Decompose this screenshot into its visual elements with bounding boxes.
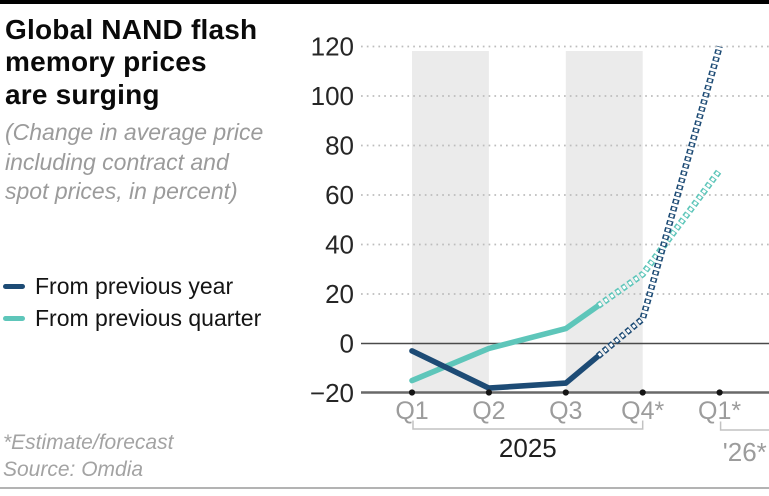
series-line-forecast-core	[597, 169, 721, 308]
shaded-band	[412, 51, 489, 393]
legend-swatch-previous-quarter	[3, 315, 25, 321]
legend-item-previous-quarter: From previous quarter	[3, 302, 261, 334]
chart-subtitle: (Change in average price including contr…	[5, 118, 315, 206]
x-tick-label: Q4*	[621, 397, 664, 425]
legend-swatch-previous-year	[3, 283, 25, 289]
top-rule	[0, 0, 769, 4]
subtitle-line: spot prices, in percent)	[5, 177, 238, 204]
footnote-source: Source: Omdia	[3, 457, 144, 481]
series-line-forecast-core	[597, 46, 722, 358]
x-group-bracket	[719, 421, 769, 431]
header-block: Global NAND flash memory prices are surg…	[5, 14, 315, 206]
page-title-line: Global NAND flash	[5, 14, 258, 45]
x-tick-label: Q1	[395, 397, 428, 425]
subtitle-line: including contract and	[5, 148, 229, 175]
page-title: Global NAND flash memory prices are surg…	[5, 14, 315, 111]
series-line-solid	[409, 303, 601, 384]
x-group-bracket	[412, 420, 644, 430]
page-title-line: are surging	[5, 78, 160, 110]
legend-item-previous-year: From previous year	[3, 270, 261, 302]
x-tick-label: Q3	[549, 397, 582, 425]
shaded-band	[565, 51, 643, 393]
subtitle-line: (Change in average price	[5, 119, 264, 146]
axis-tick-dot	[485, 389, 492, 396]
legend: From previous year From previous quarter	[3, 270, 261, 334]
series-line-solid	[409, 348, 601, 391]
page-title-line: memory prices	[5, 46, 207, 78]
y-tick-label: 120	[311, 32, 354, 62]
axis-tick-dot	[562, 389, 569, 396]
bottom-rule	[0, 487, 769, 489]
axis-tick-dot	[716, 389, 723, 396]
legend-label: From previous year	[35, 272, 234, 299]
y-tick-label: 0	[340, 329, 354, 359]
y-tick-label: 20	[325, 279, 354, 309]
legend-label: From previous quarter	[35, 304, 262, 331]
x-group-label: '26*	[723, 437, 767, 467]
x-tick-label: Q2	[472, 397, 505, 425]
y-tick-label: −20	[310, 378, 354, 408]
y-tick-label: 100	[311, 81, 354, 111]
y-tick-label: 60	[325, 180, 354, 210]
y-tick-label: 40	[325, 230, 354, 260]
axis-tick-dot	[639, 389, 646, 396]
footnotes: *Estimate/forecast Source: Omdia	[3, 430, 173, 484]
axis-tick-dot	[408, 389, 416, 396]
footnote-estimate: *Estimate/forecast	[3, 431, 174, 454]
y-tick-label: 80	[325, 131, 354, 161]
x-tick-label: Q1*	[698, 397, 741, 425]
x-group-label: 2025	[499, 433, 557, 463]
